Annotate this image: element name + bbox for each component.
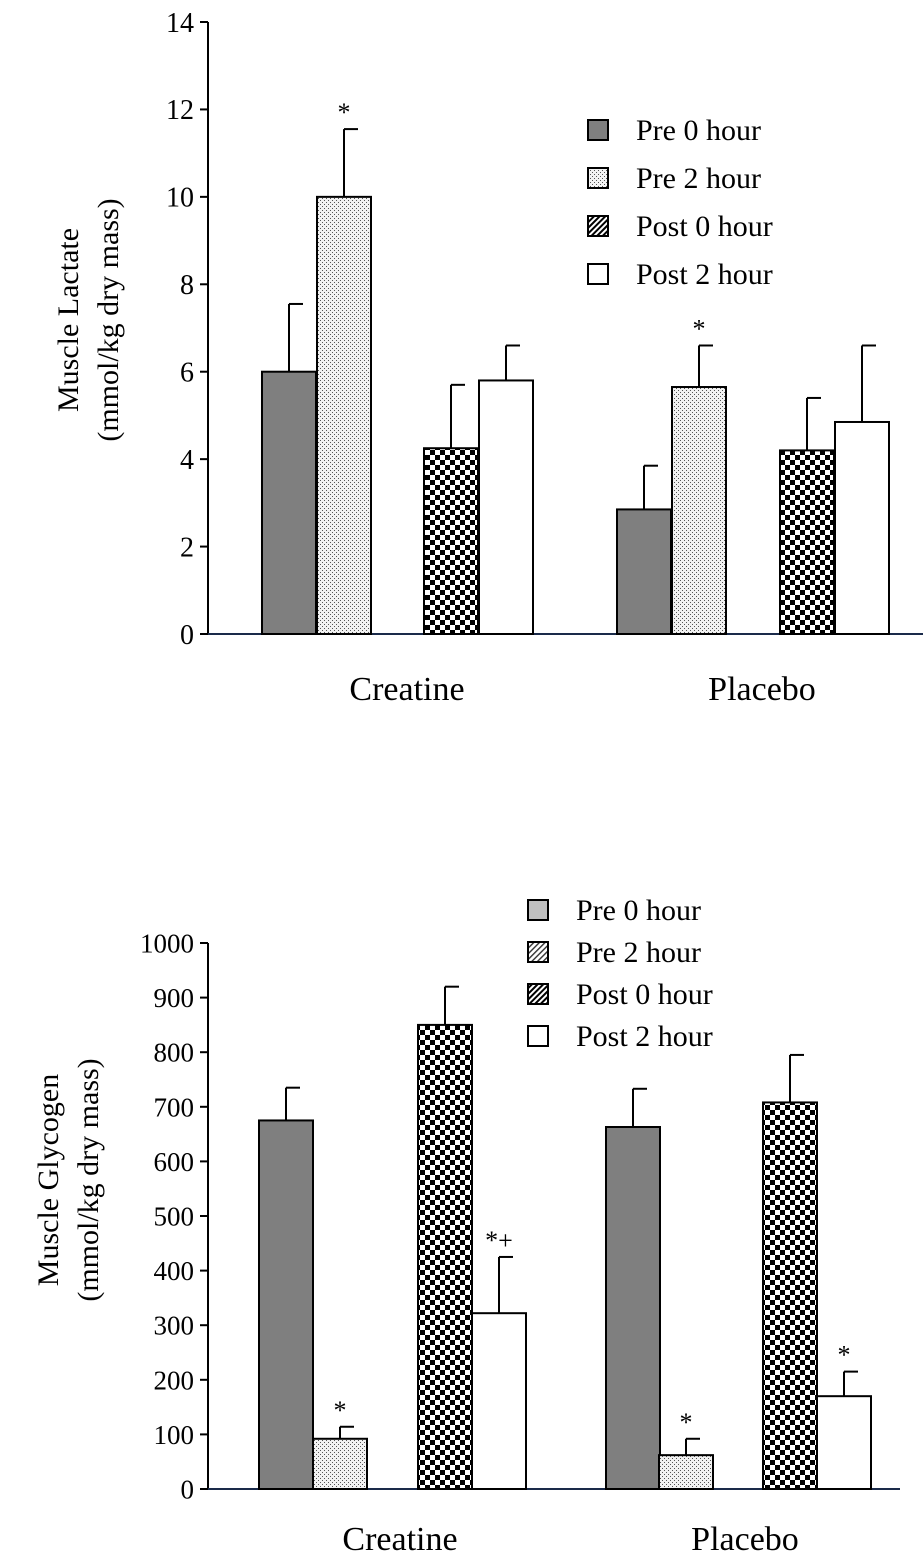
y-tick-label: 300 <box>154 1311 195 1341</box>
y-tick-label: 10 <box>166 183 194 214</box>
bar <box>834 420 890 635</box>
y-tick-label: 700 <box>154 1092 195 1122</box>
significance-marker: * <box>680 1408 693 1437</box>
y-tick-label: 4 <box>180 445 194 476</box>
lactate-chart: 0 2 4 6 8 10 12 14 Muscle Lactate (mmol/kg dry ma… <box>0 0 923 740</box>
bar <box>779 449 835 635</box>
legend-swatch <box>587 167 609 189</box>
bar <box>261 370 317 635</box>
y-tick-label: 6 <box>180 358 194 389</box>
y-tick-label: 0 <box>181 1474 195 1504</box>
bar <box>316 195 372 635</box>
lactate-chart-svg: 0 2 4 6 8 10 12 14 Muscle Lactate (mmol/kg dry ma… <box>52 8 923 708</box>
bar <box>671 386 727 635</box>
bar <box>423 447 479 636</box>
x-category-label: Placebo <box>708 671 816 708</box>
bar <box>605 1126 661 1490</box>
y-axis-label-line2: (mmol/kg dry mass) <box>72 1058 105 1301</box>
y-tick-label: 14 <box>166 8 194 39</box>
legend-label: Pre 2 hour <box>576 936 701 969</box>
legend-label: Pre 0 hour <box>576 894 701 927</box>
legend-label: Post 0 hour <box>636 210 773 243</box>
legend-swatch <box>527 1025 549 1047</box>
bar <box>258 1119 314 1490</box>
x-category-label: Placebo <box>691 1521 799 1558</box>
bar <box>816 1395 872 1490</box>
y-axis-label-line1: Muscle Glycogen <box>32 1074 65 1286</box>
bar <box>417 1023 473 1490</box>
x-category-label: Creatine <box>349 671 464 708</box>
y-tick-label: 400 <box>154 1256 195 1286</box>
y-axis-label: Muscle Glycogen (mmol/kg dry mass) <box>32 1058 105 1301</box>
y-tick-label: 8 <box>180 270 194 301</box>
y-axis-label-line2: (mmol/kg dry mass) <box>92 198 125 441</box>
bar <box>471 1312 527 1490</box>
legend-label: Pre 2 hour <box>636 162 761 195</box>
glycogen-chart: 0 100 200 300 400 500 600 700 800 900 1000 Muscle G… <box>0 870 923 1565</box>
y-tick-label: 800 <box>154 1038 195 1068</box>
legend-swatch <box>587 263 609 285</box>
significance-marker: * <box>838 1341 851 1370</box>
significance-marker: * <box>338 98 351 127</box>
glycogen-chart-svg: 0 100 200 300 400 500 600 700 800 900 1000 Muscle G… <box>32 894 900 1558</box>
legend-label: Post 2 hour <box>636 258 773 291</box>
y-tick-label: 200 <box>154 1365 195 1395</box>
legend-label: Post 0 hour <box>576 978 713 1011</box>
bar <box>658 1454 714 1491</box>
y-tick-label: 100 <box>154 1420 195 1450</box>
legend-label: Pre 0 hour <box>636 114 761 147</box>
significance-marker: *+ <box>485 1226 513 1255</box>
x-category-label: Creatine <box>342 1521 457 1558</box>
y-tick-label: 0 <box>180 620 194 651</box>
y-tick-label: 500 <box>154 1201 195 1231</box>
bar <box>312 1437 368 1491</box>
bar <box>478 379 534 636</box>
y-axis-label-line1: Muscle Lactate <box>52 228 85 412</box>
legend-swatch <box>587 215 609 237</box>
bar <box>762 1101 818 1490</box>
y-axis-label: Muscle Lactate (mmol/kg dry mass) <box>52 198 125 441</box>
y-tick-label: 600 <box>154 1147 195 1177</box>
legend-swatch <box>527 983 549 1005</box>
y-tick-label: 2 <box>180 532 194 563</box>
y-tick-label: 12 <box>166 95 194 126</box>
significance-marker: * <box>334 1396 347 1425</box>
y-tick-label: 900 <box>154 983 195 1013</box>
legend-swatch <box>527 941 549 963</box>
significance-marker: * <box>693 314 706 343</box>
legend-swatch <box>527 899 549 921</box>
legend-label: Post 2 hour <box>576 1020 713 1053</box>
y-tick-label: 1000 <box>140 928 194 958</box>
legend-swatch <box>587 119 609 141</box>
bar <box>616 508 672 635</box>
